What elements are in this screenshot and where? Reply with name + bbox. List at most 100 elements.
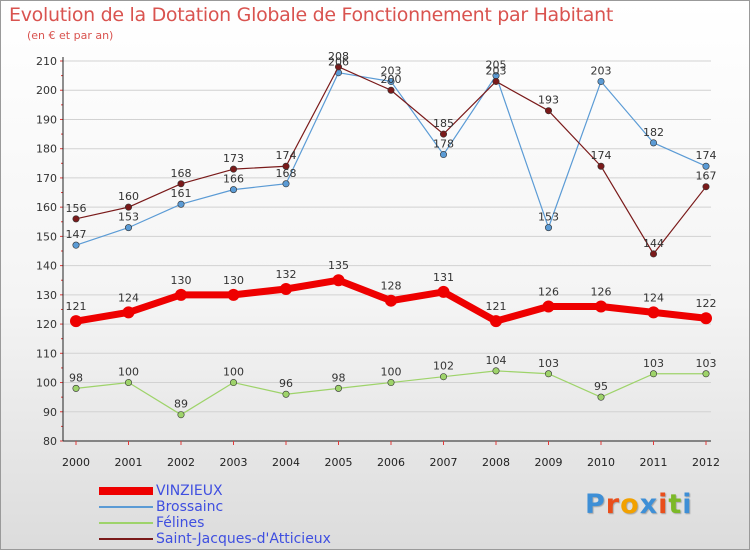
data-label: 102: [433, 360, 454, 373]
x-tick-label: 2009: [535, 456, 563, 469]
y-tick-label: 80: [43, 435, 57, 448]
data-point: [175, 288, 187, 301]
data-point: [544, 107, 552, 115]
y-tick-label: 170: [36, 172, 57, 185]
data-point: [282, 162, 290, 170]
legend-swatch-brossainc: [99, 506, 153, 508]
data-label: 200: [381, 73, 402, 86]
y-tick-label: 90: [43, 406, 57, 419]
data-label: 178: [433, 138, 454, 151]
data-label: 130: [223, 274, 244, 287]
data-point: [230, 165, 238, 173]
chart-title: Evolution de la Dotation Globale de Fonc…: [9, 4, 614, 26]
data-label: 103: [643, 357, 664, 370]
data-point: [492, 367, 500, 375]
series-line-3: [75, 66, 707, 255]
data-point: [702, 370, 710, 378]
data-point: [387, 86, 395, 94]
data-point: [332, 274, 345, 287]
data-label: 173: [223, 152, 244, 165]
data-point: [125, 379, 133, 387]
data-label: 203: [486, 64, 507, 77]
logo-letter: i: [682, 489, 693, 520]
data-label: 98: [332, 371, 346, 384]
legend-label-vinzieux: VINZIEUX: [156, 483, 223, 499]
data-point: [227, 288, 240, 301]
data-point: [439, 151, 447, 159]
data-point: [439, 130, 447, 138]
data-point: [387, 77, 395, 85]
y-tick-label: 160: [36, 201, 57, 214]
data-label: 153: [118, 211, 139, 224]
legend-swatch-felines: [99, 522, 153, 524]
legend-label-felines: Félines: [156, 515, 205, 531]
data-point: [125, 203, 133, 211]
proxiti-logo: Proxiti: [585, 489, 693, 520]
data-point: [595, 300, 607, 313]
x-tick-label: 2003: [220, 456, 248, 469]
data-point: [334, 384, 342, 392]
series-line-1: [75, 72, 707, 246]
x-tick-label: 2010: [587, 456, 615, 469]
data-point: [385, 294, 397, 307]
data-label: 206: [328, 56, 349, 69]
data-label: 166: [223, 173, 244, 186]
logo-letter: i: [658, 489, 669, 520]
data-point: [72, 241, 80, 249]
y-tick-label: 150: [36, 230, 57, 243]
logo-letter: r: [605, 489, 621, 520]
data-label: 185: [433, 117, 454, 130]
logo-letter: o: [620, 489, 640, 520]
data-label: 174: [696, 149, 717, 162]
data-point: [70, 315, 82, 328]
data-label: 168: [276, 167, 297, 180]
data-label: 121: [66, 300, 87, 313]
x-tick-label: 2008: [482, 456, 510, 469]
data-label: 89: [174, 398, 188, 411]
x-tick-label: 2012: [692, 456, 720, 469]
data-point: [490, 315, 502, 328]
y-tick-label: 190: [36, 113, 57, 126]
data-point: [122, 306, 135, 319]
legend-label-saint-jacques: Saint-Jacques-d'Atticieux: [156, 531, 331, 547]
data-point: [177, 411, 185, 419]
logo-letter: P: [585, 489, 606, 520]
data-point: [125, 224, 133, 232]
data-label: 131: [433, 271, 454, 284]
x-tick-label: 2002: [167, 456, 195, 469]
data-point: [702, 162, 710, 170]
data-label: 126: [538, 286, 559, 299]
data-label: 130: [171, 274, 192, 287]
data-point: [282, 180, 290, 188]
data-point: [649, 370, 657, 378]
data-point: [544, 370, 552, 378]
data-point: [700, 312, 712, 325]
x-tick-label: 2000: [62, 456, 90, 469]
y-tick-label: 110: [36, 347, 57, 360]
data-point: [72, 215, 80, 223]
y-tick-label: 120: [36, 318, 57, 331]
data-label: 103: [696, 357, 717, 370]
data-point: [387, 379, 395, 387]
data-label: 208: [328, 50, 349, 63]
data-label: 124: [118, 291, 139, 304]
data-point: [334, 63, 342, 71]
x-tick-label: 2005: [325, 456, 353, 469]
data-point: [439, 373, 447, 381]
data-point: [544, 224, 552, 232]
data-label: 100: [223, 366, 244, 379]
data-label: 193: [538, 94, 559, 107]
data-label: 126: [591, 286, 612, 299]
data-label: 161: [171, 187, 192, 200]
data-label: 203: [591, 64, 612, 77]
legend-label-brossainc: Brossainc: [156, 499, 224, 515]
data-label: 100: [381, 366, 402, 379]
data-point: [597, 393, 605, 401]
data-label: 95: [594, 380, 608, 393]
data-label: 174: [276, 149, 297, 162]
data-point: [597, 77, 605, 85]
data-point: [649, 250, 657, 258]
data-point: [280, 283, 292, 295]
